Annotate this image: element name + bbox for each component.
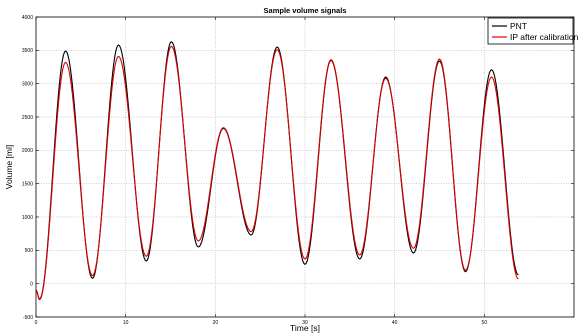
y-tick-label: -500 [23, 315, 33, 321]
x-tick-label: 40 [392, 320, 398, 326]
series-layer [35, 41, 519, 301]
y-tick-label: 4000 [22, 15, 33, 21]
y-axis-label: Volume [ml] [4, 145, 14, 189]
series-line-ip-after-calibration [35, 45, 519, 301]
legend-box [487, 17, 574, 45]
legend: PNT IP after calibration [487, 17, 579, 45]
chart-title: Sample volume signals [264, 6, 347, 15]
legend-label-pnt: PNT [510, 21, 527, 31]
y-tick-label: 0 [30, 281, 33, 287]
x-tick-label: 50 [482, 320, 488, 326]
tick-marks [35, 16, 574, 318]
x-tick-label: 30 [302, 320, 308, 326]
y-tick-labels: -500 0 500 1000 1500 2000 2500 3000 3500 4000 [22, 15, 33, 321]
y-tick-label: 3500 [22, 48, 33, 54]
legend-label-ip: IP after calibration [510, 32, 579, 42]
x-tick-labels: 0 10 20 30 40 50 [35, 320, 488, 326]
x-tick-label: 20 [213, 320, 219, 326]
y-tick-label: 2500 [22, 115, 33, 121]
x-tick-label: 10 [123, 320, 129, 326]
x-tick-label: 0 [35, 320, 38, 326]
y-tick-label: 2000 [22, 148, 33, 154]
y-tick-label: 500 [25, 248, 34, 254]
y-tick-label: 3000 [22, 81, 33, 87]
x-axis-label: Time [s] [290, 323, 320, 333]
grid-lines [36, 17, 574, 317]
y-tick-label: 1500 [22, 181, 33, 187]
y-tick-label: 1000 [22, 215, 33, 221]
